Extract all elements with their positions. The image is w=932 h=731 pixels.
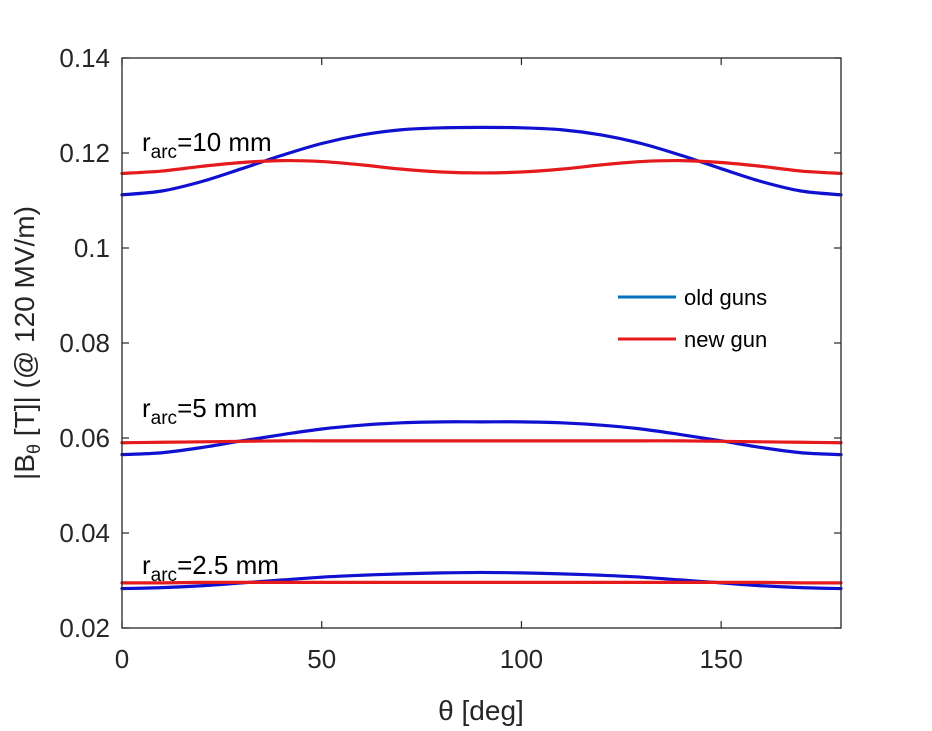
axes-box	[121, 57, 842, 629]
x-tick-label: 50	[307, 644, 336, 674]
y-tick-label: 0.12	[59, 138, 110, 168]
annotation-suffix: =5 mm	[177, 393, 257, 423]
x-tick-label: 0	[115, 644, 129, 674]
series-line-new-gun	[120, 439, 843, 445]
y-tick-label: 0.08	[59, 328, 110, 358]
y-axis-label-rest: [T]| (@ 120 MV/m)	[9, 206, 40, 444]
y-tick-label: 0.04	[59, 518, 110, 548]
y-axis-label-main: |B	[9, 454, 40, 480]
annotation-suffix: =10 mm	[177, 127, 272, 157]
annotation-prefix: r	[142, 393, 151, 423]
annotation-r-arc: rarc=2.5 mm	[142, 550, 279, 586]
legend: old guns new gun	[618, 285, 767, 352]
y-tick-label: 0.02	[59, 613, 110, 643]
series-line-old-guns	[120, 125, 843, 197]
annotation-subscript: arc	[151, 565, 177, 586]
annotation-subscript: arc	[151, 408, 177, 429]
series-line-new-gun	[120, 580, 843, 585]
y-tick-label: 0.14	[59, 43, 110, 73]
y-axis-label-sub: θ	[24, 444, 44, 454]
annotation-prefix: r	[142, 127, 151, 157]
ticks-layer: 0 50 100 150 0.02 0.04 0.06 0.08 0.1 0.12 0.14	[59, 43, 841, 674]
annotation-subscript: arc	[151, 142, 177, 163]
series-line-new-gun	[120, 158, 843, 176]
y-axis-label: |Bθ [T]| (@ 120 MV/m)	[9, 206, 44, 480]
series-layer	[120, 125, 843, 591]
annotation-suffix: =2.5 mm	[177, 550, 279, 580]
annotation-r-arc: rarc=10 mm	[142, 127, 272, 163]
x-tick-label: 100	[500, 644, 543, 674]
legend-label-new-gun: new gun	[684, 327, 767, 352]
legend-label-old-guns: old guns	[684, 285, 767, 310]
y-tick-label: 0.1	[74, 233, 110, 263]
annotation-prefix: r	[142, 550, 151, 580]
plot-area	[122, 58, 841, 628]
y-tick-label: 0.06	[59, 423, 110, 453]
x-tick-label: 150	[699, 644, 742, 674]
x-axis-label: θ [deg]	[438, 695, 524, 726]
annotation-r-arc: rarc=5 mm	[142, 393, 257, 429]
